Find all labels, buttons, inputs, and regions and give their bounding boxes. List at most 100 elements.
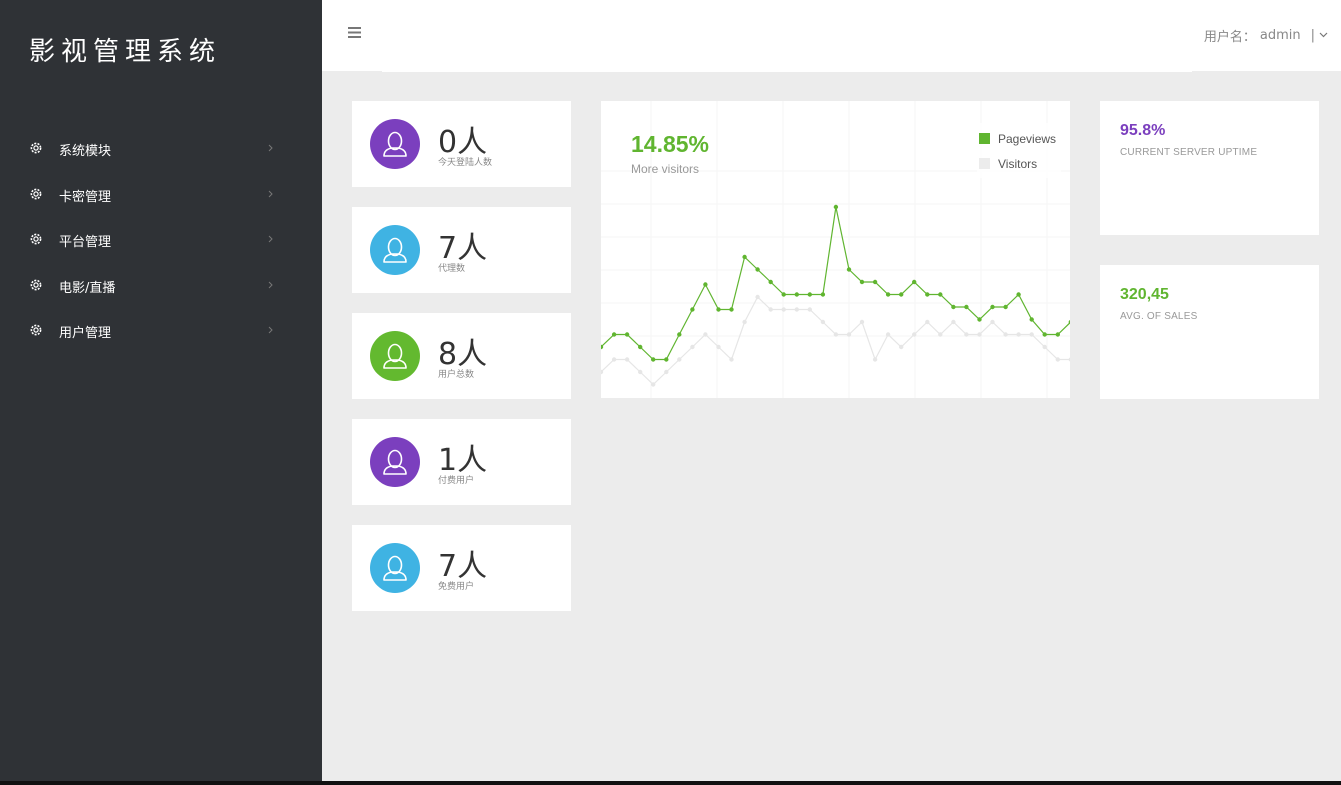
data-point-visitors [1068, 357, 1070, 362]
legend-swatch [979, 133, 990, 144]
data-point-visitors [807, 307, 812, 312]
data-point-visitors [755, 294, 760, 300]
username-label: 用户名： [1203, 29, 1256, 45]
data-point-visitors [872, 357, 878, 362]
avatar [370, 543, 420, 593]
data-point-pageviews [1055, 332, 1060, 337]
stat-card: 1人 付费用户 [352, 419, 571, 505]
legend-background [977, 123, 1061, 178]
data-point-visitors [820, 319, 826, 325]
hamburger-icon[interactable] [348, 27, 361, 38]
stat-card: 8人 用户总数 [352, 313, 571, 399]
data-point-pageviews [1016, 292, 1021, 297]
data-point-pageviews [716, 307, 721, 312]
data-point-visitors [768, 307, 773, 312]
data-point-visitors [1055, 357, 1060, 362]
data-point-pageviews [703, 282, 708, 287]
data-point-pageviews [925, 292, 930, 297]
user-menu[interactable]: 用户名： admin | [1203, 26, 1328, 45]
legend-label: Visitors [998, 156, 1038, 171]
legend-swatch [979, 158, 990, 169]
data-point-visitors [977, 332, 982, 337]
user-menu-separator: | [1310, 27, 1315, 43]
chevron-right-icon [268, 144, 273, 152]
info-card-sales: 320,45 AVG. OF SALES [1100, 265, 1319, 399]
data-point-visitors [716, 344, 721, 350]
data-point-visitors [990, 319, 995, 325]
username: admin [1259, 27, 1301, 43]
stat-value: 7人 [438, 549, 488, 584]
stat-label: 今天登陆人数 [438, 158, 493, 168]
data-point-pageviews [1042, 332, 1047, 337]
chart-headline: 14.85% [631, 131, 710, 157]
data-point-pageviews [768, 279, 773, 285]
stat-value: 1人 [438, 443, 488, 478]
gear-icon [30, 188, 42, 199]
data-point-visitors [638, 369, 643, 375]
gear-icon [30, 279, 42, 290]
data-point-pageviews [601, 344, 604, 350]
chevron-right-icon [268, 326, 273, 334]
data-point-pageviews [977, 317, 982, 322]
sidebar-item-label: 卡密管理 [59, 189, 112, 205]
data-point-visitors [651, 382, 656, 387]
stat-label: 免费用户 [438, 582, 475, 592]
user-icon [370, 437, 420, 487]
data-point-visitors [912, 332, 917, 337]
data-point-pageviews [964, 304, 969, 310]
data-point-visitors [1029, 332, 1034, 337]
sidebar-item-card-management[interactable]: 卡密管理 [0, 172, 322, 218]
sidebar-item-platform-management[interactable]: 平台管理 [0, 217, 322, 263]
data-point-pageviews [794, 292, 799, 297]
info-value: 95.8% [1120, 122, 1166, 139]
data-point-visitors [846, 332, 852, 337]
data-point-pageviews [846, 267, 852, 272]
data-point-pageviews [872, 279, 878, 285]
data-point-visitors [677, 357, 682, 362]
chevron-down-icon [1319, 32, 1328, 38]
data-point-pageviews [833, 204, 839, 210]
data-point-visitors [1016, 332, 1021, 337]
data-point-pageviews [611, 332, 617, 337]
data-point-pageviews [1068, 319, 1070, 325]
info-card-uptime: 95.8% CURRENT SERVER UPTIME [1100, 101, 1319, 235]
sidebar-item-system-modules[interactable]: 系统模块 [0, 126, 322, 172]
data-point-visitors [624, 357, 630, 362]
data-point-pageviews [664, 357, 669, 362]
data-point-visitors [925, 319, 930, 325]
stat-label: 付费用户 [438, 476, 475, 486]
info-label: CURRENT SERVER UPTIME [1120, 147, 1258, 158]
data-point-pageviews [990, 304, 995, 310]
stat-card: 7人 免费用户 [352, 525, 571, 611]
data-point-pageviews [951, 304, 956, 310]
avatar [370, 331, 420, 381]
sidebar-item-user-management[interactable]: 用户管理 [0, 308, 322, 354]
data-point-pageviews [885, 292, 891, 297]
data-point-visitors [859, 319, 865, 325]
data-point-pageviews [807, 292, 812, 297]
stat-value: 7人 [438, 231, 488, 266]
sidebar-menu: 系统模块 卡密管理 平台管理 电影/直播 用户管理 [0, 126, 322, 354]
data-point-pageviews [938, 292, 943, 297]
sidebar-item-movies-live[interactable]: 电影/直播 [0, 263, 322, 309]
data-point-pageviews [729, 307, 734, 312]
gear-icon [30, 324, 42, 336]
gear-icon [30, 233, 42, 245]
data-point-pageviews [624, 332, 630, 337]
data-point-visitors [742, 319, 747, 325]
legend-label: Pageviews [998, 131, 1057, 146]
data-point-visitors [703, 332, 708, 337]
data-point-pageviews [1003, 304, 1008, 310]
data-point-visitors [611, 357, 617, 362]
data-point-visitors [664, 369, 669, 375]
chart-legend: Pageviews Visitors [979, 126, 1056, 176]
data-point-pageviews [638, 344, 643, 350]
data-point-pageviews [677, 332, 682, 337]
sidebar-item-label: 电影/直播 [59, 280, 116, 296]
data-point-visitors [938, 332, 943, 337]
data-point-visitors [964, 332, 969, 337]
legend-item-pageviews: Pageviews [979, 126, 1056, 151]
data-point-visitors [1042, 344, 1047, 350]
data-point-pageviews [859, 279, 865, 285]
data-point-visitors [833, 332, 839, 337]
